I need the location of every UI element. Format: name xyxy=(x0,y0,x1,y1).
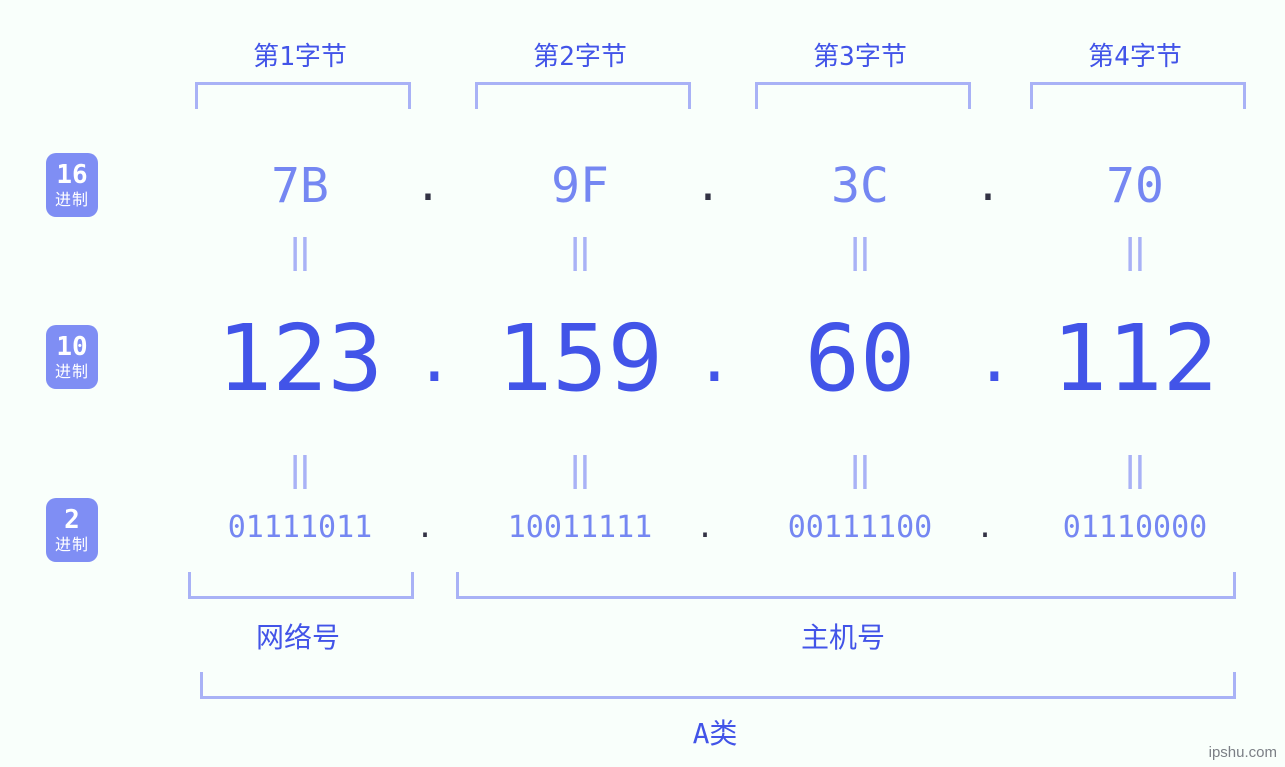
dec-dot-1: . xyxy=(415,322,435,397)
hex-value-3: 3C xyxy=(740,158,980,214)
bin-value-1: 01111011 xyxy=(180,510,420,545)
host-label: 主机号 xyxy=(456,616,1230,656)
dec-dot-2: . xyxy=(695,322,715,397)
hex-dot-2: . xyxy=(695,161,715,211)
equals-dec-bin-4: ‖ xyxy=(1117,450,1153,490)
byte-label-2: 第2字节 xyxy=(460,36,700,73)
base-pill-hex-number: 16 xyxy=(56,162,87,188)
dec-value-4: 112 xyxy=(1015,305,1255,412)
dec-value-3: 60 xyxy=(740,305,980,412)
top-bracket-3 xyxy=(755,82,971,109)
equals-dec-bin-2: ‖ xyxy=(562,450,598,490)
bottom-bracket-host xyxy=(456,572,1236,599)
base-pill-bin-text: 进制 xyxy=(55,537,89,553)
base-pill-hex: 16 进制 xyxy=(46,153,98,217)
top-bracket-2 xyxy=(475,82,691,109)
equals-hex-dec-3: ‖ xyxy=(842,232,878,272)
bin-dot-1: . xyxy=(415,510,435,545)
base-pill-dec: 10 进制 xyxy=(46,325,98,389)
bottom-bracket-class xyxy=(200,672,1236,699)
hex-dot-1: . xyxy=(415,161,435,211)
equals-hex-dec-4: ‖ xyxy=(1117,232,1153,272)
equals-dec-bin-3: ‖ xyxy=(842,450,878,490)
dec-dot-3: . xyxy=(975,322,995,397)
base-pill-dec-number: 10 xyxy=(56,334,87,360)
base-pill-bin-number: 2 xyxy=(64,507,80,533)
base-pill-hex-text: 进制 xyxy=(55,192,89,208)
dec-value-2: 159 xyxy=(460,305,700,412)
class-label: A类 xyxy=(200,712,1230,752)
bin-value-2: 10011111 xyxy=(460,510,700,545)
byte-label-4: 第4字节 xyxy=(1015,36,1255,73)
bin-dot-3: . xyxy=(975,510,995,545)
byte-label-3: 第3字节 xyxy=(740,36,980,73)
watermark: ipshu.com xyxy=(1209,744,1277,761)
hex-value-1: 7B xyxy=(180,158,420,214)
equals-dec-bin-1: ‖ xyxy=(282,450,318,490)
dec-value-1: 123 xyxy=(180,305,420,412)
equals-hex-dec-2: ‖ xyxy=(562,232,598,272)
bin-value-3: 00111100 xyxy=(740,510,980,545)
top-bracket-4 xyxy=(1030,82,1246,109)
top-bracket-1 xyxy=(195,82,411,109)
bin-dot-2: . xyxy=(695,510,715,545)
byte-label-1: 第1字节 xyxy=(180,36,420,73)
ip-breakdown-diagram: 第1字节 第2字节 第3字节 第4字节 16 进制 7B 9F 3C 70 . … xyxy=(0,0,1285,767)
bottom-bracket-network xyxy=(188,572,414,599)
base-pill-dec-text: 进制 xyxy=(55,364,89,380)
equals-hex-dec-1: ‖ xyxy=(282,232,318,272)
base-pill-bin: 2 进制 xyxy=(46,498,98,562)
hex-value-4: 70 xyxy=(1015,158,1255,214)
network-label: 网络号 xyxy=(188,616,408,656)
bin-value-4: 01110000 xyxy=(1015,510,1255,545)
hex-dot-3: . xyxy=(975,161,995,211)
hex-value-2: 9F xyxy=(460,158,700,214)
